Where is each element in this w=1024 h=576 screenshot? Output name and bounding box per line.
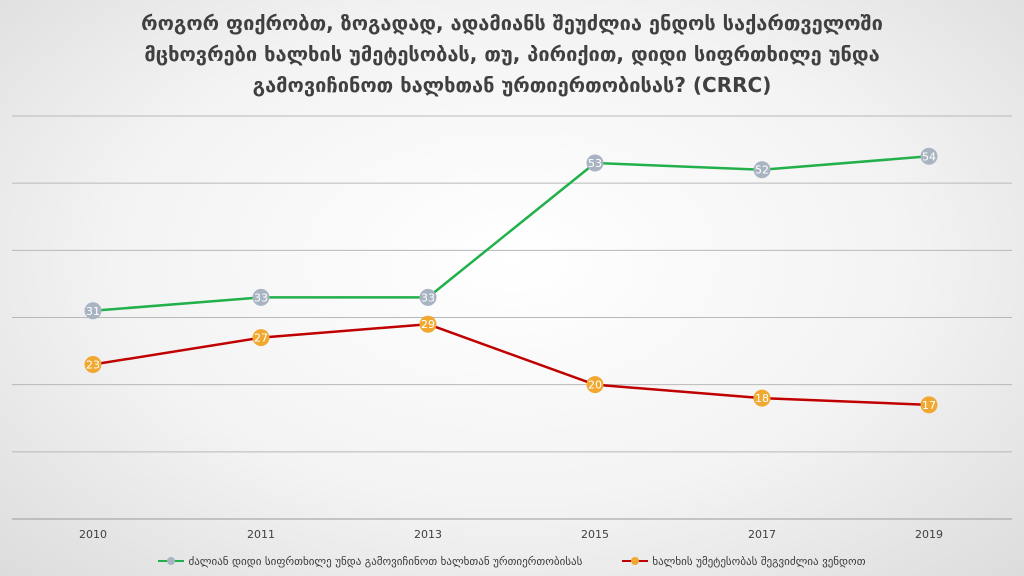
legend: ძალიან დიდი სიფრთხილე უნდა გამოვიჩინოთ ხ…	[0, 550, 1024, 572]
x-axis: 2010 2011 2013 2015 2017 2019	[79, 528, 943, 541]
legend-item-trust: ხალხის უმეტესობას შეგვიძლია ვენდოთ	[622, 554, 866, 568]
series-line-caution	[92, 155, 930, 313]
chart-title-line-1: როგორ ფიქრობთ, ზოგადად, ადამიანს შეუძლია…	[141, 11, 883, 35]
data-point-caution	[84, 302, 102, 320]
data-point-caution	[920, 147, 938, 165]
series-line-trust	[92, 322, 930, 407]
data-point-trust	[753, 389, 771, 407]
data-point-trust	[252, 329, 270, 347]
legend-label-trust: ხალხის უმეტესობას შეგვიძლია ვენდოთ	[652, 554, 866, 568]
x-tick-label: 2011	[247, 528, 275, 541]
legend-label-caution: ძალიან დიდი სიფრთხილე უნდა გამოვიჩინოთ ხ…	[188, 554, 583, 568]
legend-symbol-trust	[622, 556, 649, 566]
data-point-trust	[419, 315, 437, 333]
data-label-caution: 52	[755, 164, 769, 177]
series-markers: 31 33 33 53 52 54 23 27 29 20 18 17	[84, 147, 938, 414]
x-tick-label: 2013	[414, 528, 442, 541]
data-label-caution: 33	[421, 291, 435, 304]
data-point-caution	[252, 288, 270, 306]
x-tick-label: 2010	[79, 528, 107, 541]
data-label-trust: 20	[588, 379, 602, 392]
legend-symbol-caution	[158, 556, 185, 566]
data-label-caution: 54	[922, 150, 936, 163]
data-point-trust	[586, 376, 604, 394]
data-label-trust: 18	[755, 392, 769, 405]
chart-title-line-2: მცხოვრები ხალხის უმეტესობას, თუ, პირიქით…	[144, 42, 880, 66]
data-label-trust: 29	[421, 318, 435, 331]
data-label-caution: 53	[588, 157, 602, 170]
data-point-caution	[419, 288, 437, 306]
data-point-trust	[84, 356, 102, 374]
data-point-caution	[753, 161, 771, 179]
x-tick-label: 2017	[748, 528, 776, 541]
data-point-caution	[586, 154, 604, 172]
x-tick-label: 2019	[915, 528, 943, 541]
data-label-caution: 33	[254, 291, 268, 304]
chart-title: როგორ ფიქრობთ, ზოგადად, ადამიანს შეუძლია…	[40, 8, 984, 101]
data-label-trust: 23	[86, 359, 100, 372]
x-tick-label: 2015	[581, 528, 609, 541]
series-lines	[92, 155, 930, 407]
data-label-trust: 17	[922, 399, 936, 412]
data-label-trust: 27	[254, 332, 268, 345]
data-point-trust	[920, 396, 938, 414]
legend-item-caution: ძალიან დიდი სიფრთხილე უნდა გამოვიჩინოთ ხ…	[158, 555, 582, 568]
chart-title-line-3: გამოვიჩინოთ ხალხთან ურთიერთობისას? (CRRC…	[252, 73, 772, 97]
gridlines	[12, 115, 1012, 520]
data-label-caution: 31	[86, 305, 100, 318]
